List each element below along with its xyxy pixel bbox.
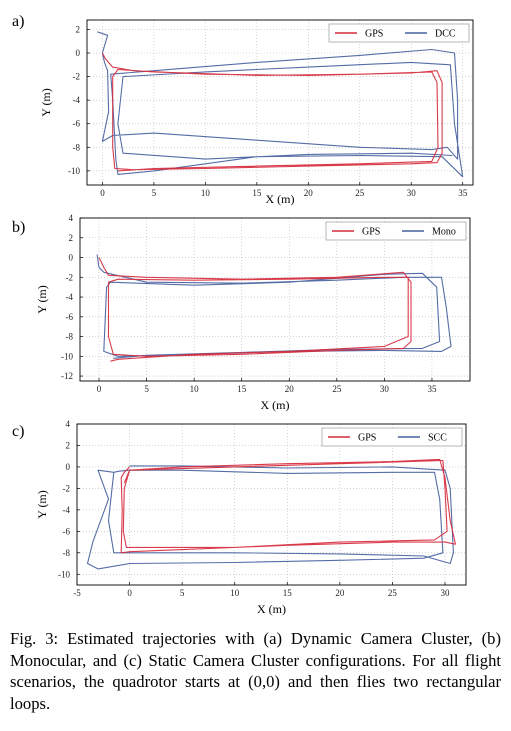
y-tick-label: 4	[69, 213, 74, 223]
legend-label-gps: GPS	[358, 433, 376, 444]
x-tick-label: 15	[283, 588, 293, 598]
x-tick-label: 25	[355, 188, 365, 198]
x-tick-label: 20	[304, 188, 314, 198]
y-axis-label: Y (m)	[35, 285, 49, 314]
x-tick-label: 5	[180, 588, 185, 598]
y-tick-label: 2	[76, 24, 81, 34]
x-tick-label: 30	[380, 384, 390, 394]
y-tick-label: -10	[61, 351, 73, 361]
x-axis-label: X (m)	[266, 192, 295, 206]
panel-letter: a)	[12, 13, 24, 30]
y-tick-label: -8	[66, 332, 74, 342]
panel-letter: b)	[12, 219, 25, 236]
y-tick-label: -6	[73, 119, 81, 129]
y-tick-label: -4	[73, 95, 81, 105]
y-tick-label: -6	[63, 526, 71, 536]
y-tick-label: -12	[61, 371, 73, 381]
y-tick-label: -10	[68, 166, 80, 176]
plot-frame	[79, 217, 471, 382]
x-tick-label: 15	[237, 384, 247, 394]
x-tick-label: 10	[230, 588, 240, 598]
x-tick-label: 35	[458, 188, 468, 198]
series-line-gps	[98, 257, 412, 362]
plot-frame	[76, 423, 467, 586]
x-tick-label: -5	[73, 588, 81, 598]
y-tick-label: 4	[66, 419, 71, 429]
x-tick-label: 0	[100, 188, 105, 198]
x-tick-label: 30	[440, 588, 450, 598]
x-tick-label: 5	[152, 188, 157, 198]
x-tick-label: 20	[285, 384, 295, 394]
legend: GPS SCC	[321, 427, 463, 447]
x-tick-label: 0	[127, 588, 132, 598]
y-axis-label: Y (m)	[35, 490, 49, 519]
legend: GPS DCC	[328, 23, 470, 43]
y-tick-label: 2	[66, 440, 71, 450]
x-tick-label: 25	[388, 588, 398, 598]
panel-letter: c)	[12, 423, 24, 440]
y-tick-label: 0	[66, 462, 71, 472]
legend-box	[321, 427, 463, 447]
y-tick-label: 2	[69, 233, 74, 243]
x-tick-label: 20	[335, 588, 345, 598]
series-line-scc	[86, 465, 454, 570]
x-tick-label: 5	[144, 384, 149, 394]
y-tick-label: -8	[73, 142, 81, 152]
legend: GPS Mono	[325, 221, 467, 241]
plot-area	[86, 458, 457, 570]
x-axis-label: X (m)	[257, 602, 286, 616]
plot-frame	[86, 19, 474, 186]
y-tick-label: 0	[76, 48, 81, 58]
y-tick-label: -4	[66, 292, 74, 302]
x-axis-label: X (m)	[261, 398, 290, 412]
legend-label-gps: GPS	[362, 227, 380, 238]
x-tick-label: 0	[97, 384, 102, 394]
x-tick-label: 35	[427, 384, 437, 394]
y-tick-label: -10	[58, 569, 70, 579]
x-tick-label: 25	[332, 384, 342, 394]
legend-label-dcc: DCC	[435, 29, 456, 40]
y-tick-label: -8	[63, 548, 71, 558]
y-tick-label: -2	[66, 272, 74, 282]
legend-label-mono: Mono	[432, 227, 456, 238]
y-tick-label: -6	[66, 312, 74, 322]
series-line-mono	[96, 254, 452, 359]
legend-label-scc: SCC	[428, 433, 447, 444]
x-tick-label: 10	[190, 384, 200, 394]
y-tick-label: -2	[73, 72, 81, 82]
series-line-gps	[120, 458, 457, 554]
legend-box	[325, 221, 467, 241]
x-tick-label: 15	[252, 188, 262, 198]
y-tick-label: -4	[63, 505, 71, 515]
series-line-gps	[101, 52, 443, 172]
legend-label-gps: GPS	[365, 29, 383, 40]
y-tick-label: 0	[69, 253, 74, 263]
x-tick-label: 30	[407, 188, 417, 198]
figure-caption: Fig. 3: Estimated trajectories with (a) …	[10, 629, 501, 713]
x-tick-label: 10	[201, 188, 211, 198]
plot-area	[97, 31, 464, 178]
y-axis-label: Y (m)	[39, 88, 53, 117]
series-line-dcc	[97, 31, 464, 178]
plot-area	[96, 254, 452, 362]
legend-box	[328, 23, 470, 43]
y-tick-label: -2	[63, 483, 71, 493]
